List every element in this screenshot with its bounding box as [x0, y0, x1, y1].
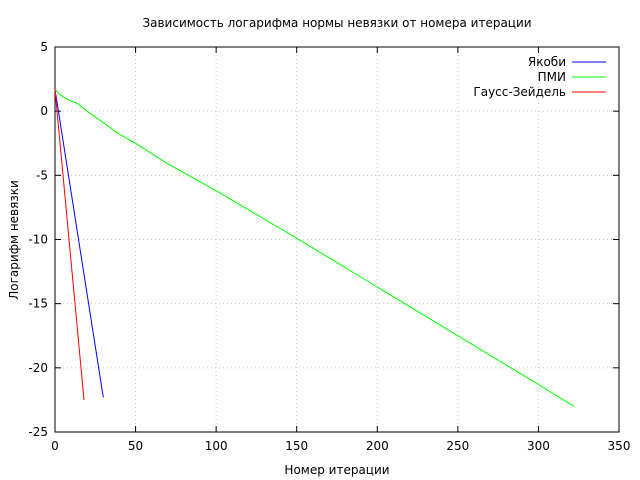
x-tick-label: 200 [366, 439, 389, 453]
x-tick-label: 250 [446, 439, 469, 453]
chart-title: Зависимость логарифма нормы невязки от н… [142, 16, 531, 30]
legend-label: ПМИ [538, 70, 566, 84]
y-tick-label: -5 [36, 168, 48, 182]
legend-label: Якоби [528, 55, 566, 69]
x-tick-label: 50 [128, 439, 143, 453]
y-tick-label: -15 [28, 297, 48, 311]
y-tick-label: 0 [40, 104, 48, 118]
x-tick-label: 150 [285, 439, 308, 453]
legend-label: Гаусс-Зейдель [473, 85, 566, 99]
x-tick-label: 100 [205, 439, 228, 453]
x-tick-label: 0 [51, 439, 59, 453]
series-line [54, 89, 575, 407]
grid [55, 47, 619, 432]
series-line [54, 89, 104, 398]
x-tick-label: 300 [527, 439, 550, 453]
y-tick-label: 5 [40, 40, 48, 54]
y-tick-label: -25 [28, 425, 48, 439]
y-axis-label: Логарифм невязки [7, 180, 21, 300]
y-tick-label: -20 [28, 361, 48, 375]
series-lines [54, 89, 575, 407]
x-axis-label: Номер итерации [284, 463, 389, 477]
series-line [54, 89, 85, 400]
x-tick-label: 350 [608, 439, 631, 453]
y-tick-label: -10 [28, 233, 48, 247]
